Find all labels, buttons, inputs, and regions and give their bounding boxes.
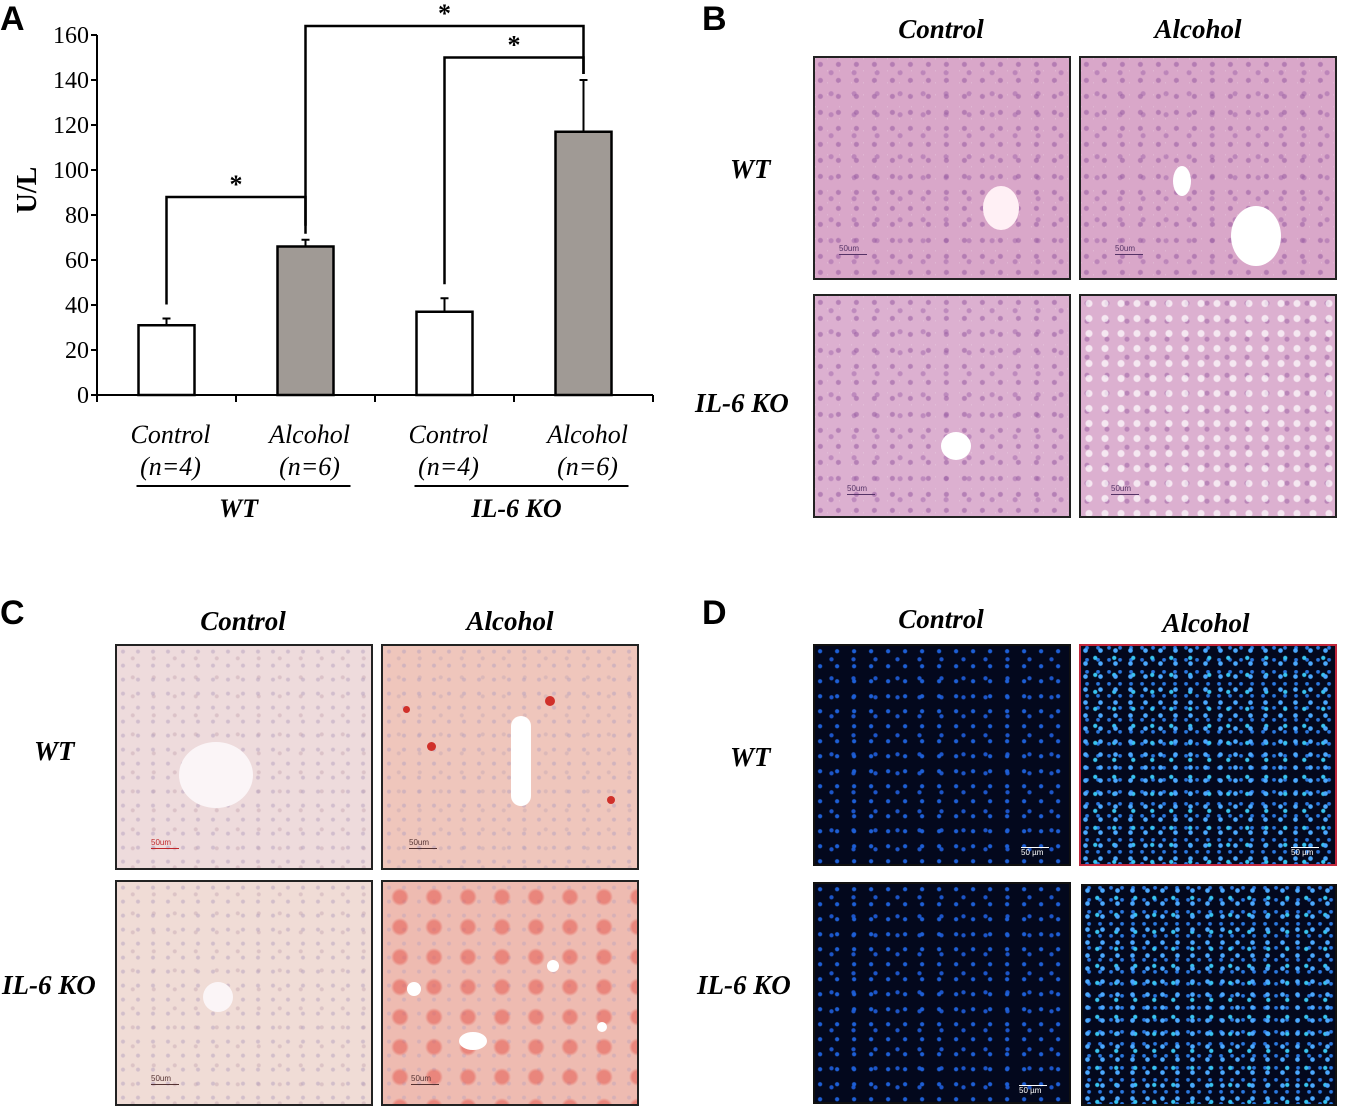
group-label: IL-6 KO	[470, 494, 562, 523]
scale-bar: 50um	[151, 1074, 179, 1085]
d-col-label-alcohol: Alcohol	[1162, 608, 1250, 638]
c-row-label-ko: IL-6 KO	[2, 970, 96, 1000]
b-row-label-wt: WT	[730, 154, 771, 184]
central-vein	[511, 716, 531, 806]
c-col-label-alcohol: Alcohol	[466, 606, 554, 636]
d-col-label-control: Control	[898, 604, 984, 634]
y-tick-label: 140	[53, 68, 89, 94]
y-tick-label: 40	[65, 293, 89, 319]
b-col-label-control: Control	[898, 14, 984, 44]
y-tick-label: 100	[53, 158, 89, 184]
bar	[137, 324, 196, 397]
d-row-label-wt: WT	[730, 742, 771, 772]
y-tick-label: 120	[53, 113, 89, 139]
y-tick-label: 160	[53, 23, 89, 49]
panel-letter-a: A	[0, 0, 25, 38]
group-label: WT	[219, 494, 259, 523]
lipid-vacuole	[547, 960, 559, 972]
panel-letter-b: B	[702, 0, 727, 38]
dapi-image-wt-alcohol: 50 µm	[1079, 644, 1337, 866]
bar	[415, 310, 474, 397]
y-tick-label: 20	[65, 338, 89, 364]
lipid-droplet	[403, 706, 410, 713]
x-sample-size-label: (n=6)	[279, 452, 340, 481]
scale-bar: 50 µm	[1291, 846, 1319, 857]
scale-bar: 50um	[1115, 244, 1143, 255]
x-category-label: Alcohol	[545, 420, 628, 449]
bar	[554, 130, 613, 397]
oil-red-image-ko-control: 50um	[115, 880, 373, 1106]
significance-star: *	[230, 170, 243, 199]
x-category-label: Control	[131, 420, 211, 449]
lipid-droplet	[607, 796, 615, 804]
bar-chart-alt: U/L 0 20 40 60 80 100 120 140 160 Control (n=4) Alc…	[12, 0, 654, 523]
lipid-vacuole	[597, 1022, 607, 1032]
significance-bracket	[304, 24, 585, 226]
lipid-droplet	[427, 742, 436, 751]
y-tick-label: 60	[65, 248, 89, 274]
dapi-image-ko-alcohol	[1081, 884, 1337, 1106]
central-vein	[459, 1032, 487, 1050]
panel-letter-c: C	[0, 594, 25, 632]
central-vein	[179, 742, 253, 808]
c-row-label-wt: WT	[34, 736, 75, 766]
x-sample-size-label: (n=4)	[140, 452, 201, 481]
oil-red-image-ko-alcohol: 50um	[381, 880, 639, 1106]
lipid-vacuole	[407, 982, 421, 996]
c-col-label-control: Control	[200, 606, 286, 636]
panel-letter-d: D	[702, 594, 727, 632]
lipid-droplet	[545, 696, 555, 706]
y-tick-label: 80	[65, 203, 89, 229]
significance-star: *	[438, 0, 451, 28]
he-image-wt-control: 50um	[813, 56, 1071, 280]
b-row-label-ko: IL-6 KO	[695, 388, 789, 418]
he-image-ko-control: 50um	[813, 294, 1071, 518]
dapi-image-ko-control: 50 µm	[813, 882, 1071, 1104]
significance-star: *	[508, 31, 521, 60]
x-sample-size-label: (n=4)	[418, 452, 479, 481]
y-tick-label: 0	[77, 383, 89, 409]
y-axis-label: U/L	[12, 167, 43, 214]
bar	[276, 245, 335, 397]
central-vein	[983, 186, 1019, 230]
x-category-label: Alcohol	[267, 420, 350, 449]
scale-bar: 50um	[847, 484, 875, 495]
chart-plot-area: 0 20 40 60 80 100 120 140 160 Control (n=4) Alcohol…	[53, 0, 654, 523]
scale-bar: 50um	[151, 838, 179, 849]
central-vein	[941, 432, 971, 460]
vessel	[1173, 166, 1191, 196]
d-row-label-ko: IL-6 KO	[697, 970, 791, 1000]
scale-bar: 50 µm	[1019, 1084, 1047, 1095]
oil-red-image-wt-alcohol: 50um	[381, 644, 639, 870]
x-category-label: Control	[409, 420, 489, 449]
scale-bar: 50um	[839, 244, 867, 255]
he-image-ko-alcohol: 50um	[1079, 294, 1337, 518]
central-vein	[1231, 206, 1281, 266]
x-sample-size-label: (n=6)	[557, 452, 618, 481]
scale-bar: 50 µm	[1021, 846, 1049, 857]
central-vein	[203, 982, 233, 1012]
dapi-image-wt-control: 50 µm	[813, 644, 1071, 866]
scale-bar: 50um	[411, 1074, 439, 1085]
scale-bar: 50um	[409, 838, 437, 849]
he-image-wt-alcohol: 50um	[1079, 56, 1337, 280]
b-col-label-alcohol: Alcohol	[1154, 14, 1242, 44]
oil-red-image-wt-control: 50um	[115, 644, 373, 870]
scale-bar: 50um	[1111, 484, 1139, 495]
